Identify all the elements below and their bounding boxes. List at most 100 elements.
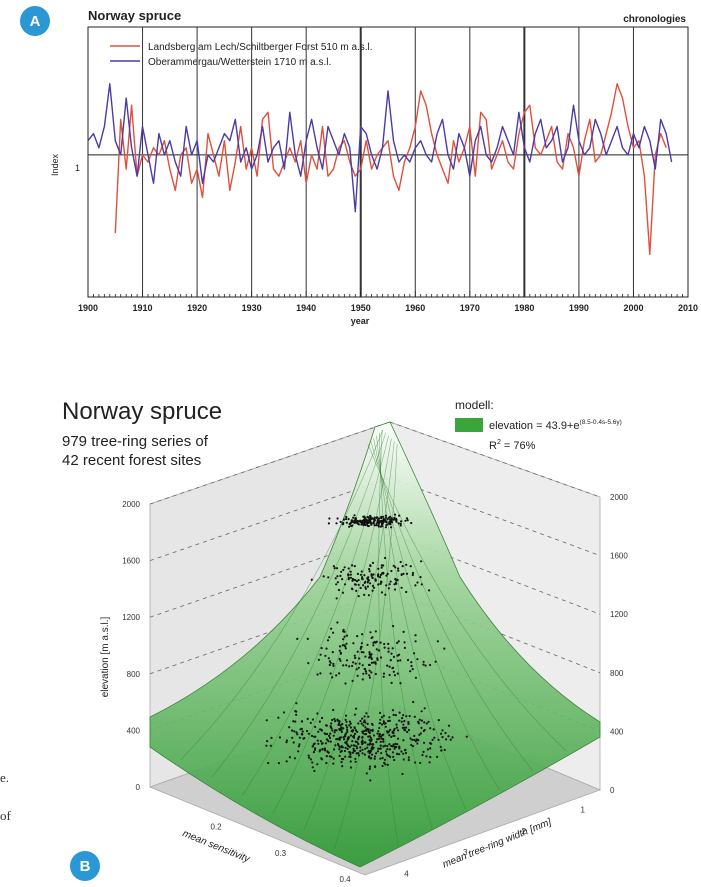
chart-a-ytick-1: 1 [75, 163, 80, 173]
data-point [368, 653, 371, 656]
data-point [353, 654, 356, 657]
data-point [354, 662, 357, 665]
data-point [393, 758, 396, 762]
data-point [325, 732, 329, 736]
data-point [330, 755, 333, 759]
data-point [308, 756, 311, 759]
data-point [357, 754, 361, 757]
data-point [318, 720, 321, 723]
data-point [394, 566, 397, 569]
data-point [397, 522, 400, 525]
data-point [393, 583, 396, 586]
data-point [433, 736, 436, 739]
data-point [405, 563, 408, 566]
data-point [342, 568, 345, 571]
data-point [359, 647, 362, 650]
data-point [339, 574, 342, 577]
data-point [389, 515, 392, 518]
data-point [425, 755, 428, 758]
data-point [338, 672, 341, 675]
data-point [282, 711, 286, 714]
data-point [423, 721, 426, 724]
data-point [407, 722, 410, 725]
data-point [355, 668, 358, 671]
data-point [277, 716, 280, 719]
data-point [421, 753, 424, 757]
data-point [393, 674, 396, 677]
data-point [349, 734, 352, 737]
data-point [361, 717, 364, 720]
data-point [350, 524, 353, 528]
data-point [404, 519, 407, 522]
data-point [355, 580, 358, 583]
data-point [386, 754, 389, 757]
data-point [346, 726, 349, 729]
chart-b-xtick-label: 0.2 [211, 822, 223, 831]
data-point [323, 749, 327, 752]
data-point [341, 591, 345, 594]
data-point [332, 708, 335, 712]
data-point [380, 564, 383, 567]
data-point [342, 638, 345, 641]
data-point [392, 734, 395, 737]
data-point [368, 568, 371, 571]
data-point [316, 673, 319, 676]
data-point [360, 523, 363, 526]
data-point [358, 662, 361, 665]
data-point [357, 666, 360, 669]
data-point [359, 573, 362, 576]
data-point [379, 744, 382, 747]
data-point [414, 761, 417, 764]
data-point [419, 576, 422, 579]
data-point [336, 575, 339, 578]
data-point [369, 631, 372, 634]
chart-b-ytick-label: 3 [463, 848, 468, 857]
data-point [370, 757, 373, 760]
data-point [345, 521, 348, 524]
data-point [385, 520, 388, 524]
data-point [451, 736, 454, 739]
data-point [399, 560, 402, 564]
data-point [336, 621, 339, 624]
data-point [346, 747, 349, 750]
panel-a-badge: A [20, 6, 50, 36]
data-point [355, 745, 358, 748]
model-title: modell: [455, 398, 494, 412]
data-point [377, 518, 380, 522]
data-point [357, 735, 360, 739]
data-point [429, 727, 432, 730]
data-point [277, 762, 280, 765]
data-point [398, 719, 401, 722]
data-point [353, 744, 356, 747]
data-point [376, 732, 379, 735]
data-point [309, 758, 313, 761]
data-point [379, 722, 382, 725]
chart-a-xlabel: year [351, 316, 370, 326]
data-point [349, 760, 352, 763]
chart-a-subtitle: chronologies [623, 14, 686, 25]
data-point [354, 583, 357, 586]
data-point [333, 731, 336, 734]
data-point [367, 594, 370, 597]
data-point [357, 583, 360, 586]
data-point [344, 735, 347, 738]
data-point [403, 719, 406, 723]
data-point [353, 565, 356, 568]
data-point [390, 735, 393, 738]
chart-a-xtick-label: 1940 [296, 303, 316, 313]
data-point [335, 597, 338, 600]
data-point [432, 728, 435, 731]
data-point [323, 747, 326, 750]
surface-mesh-line [241, 435, 389, 796]
data-point [376, 516, 379, 519]
data-point [337, 723, 340, 727]
data-point [332, 762, 335, 765]
data-point [316, 763, 319, 766]
data-point [364, 741, 367, 744]
chart-b-title: Norway spruce [62, 398, 222, 425]
data-point [379, 641, 382, 644]
data-point [422, 729, 425, 733]
data-point [416, 742, 419, 745]
data-point [332, 662, 335, 665]
data-point [356, 522, 359, 525]
